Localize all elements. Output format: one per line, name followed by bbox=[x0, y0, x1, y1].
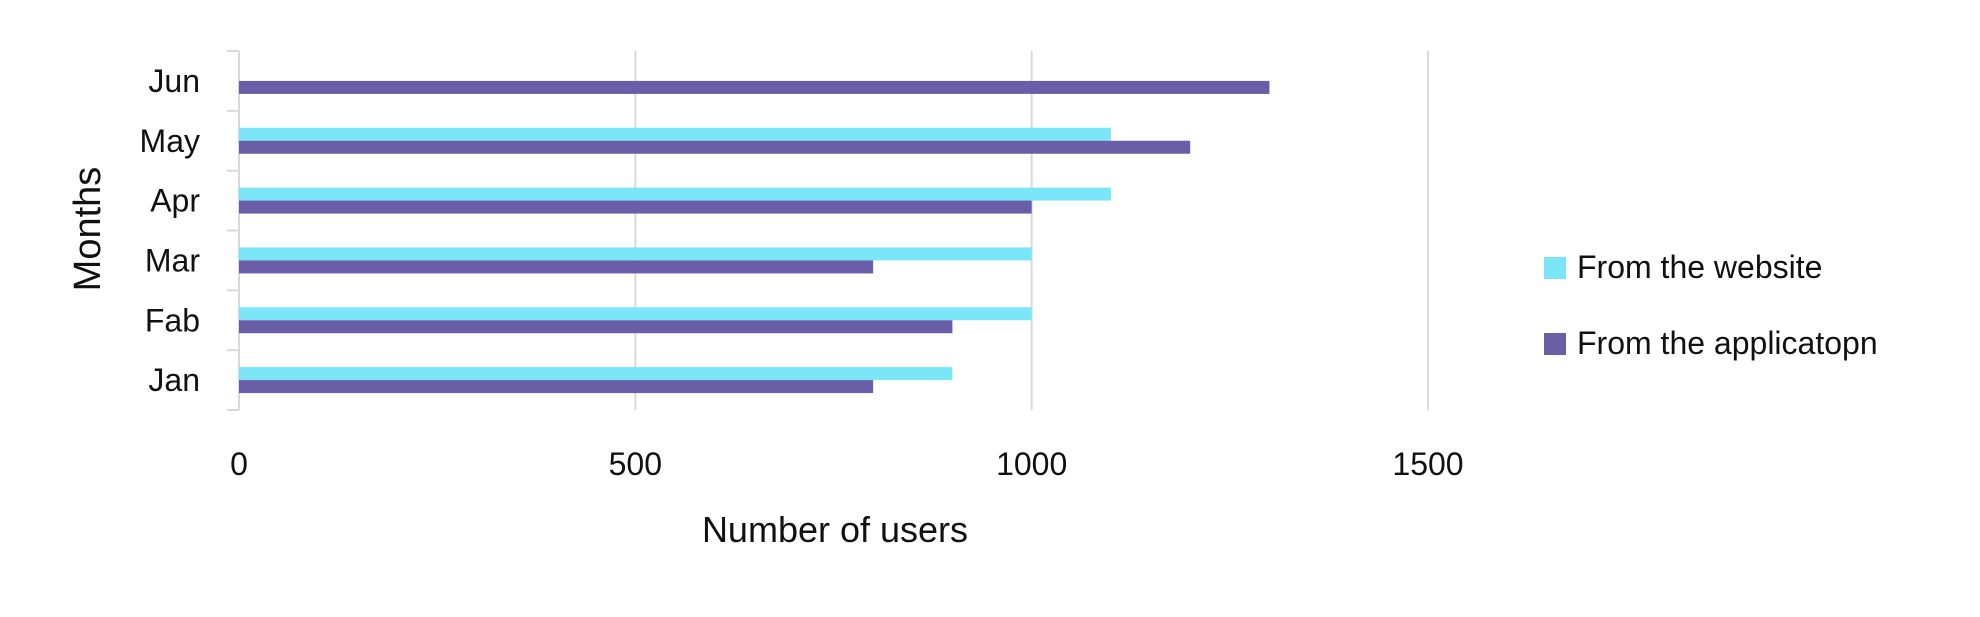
y-tick-label: May bbox=[140, 123, 200, 159]
tick-labels: 0 500 1000 1500 Jan Fab Mar Apr May Jun bbox=[140, 63, 1464, 482]
x-tick-label: 500 bbox=[609, 446, 662, 482]
legend-label-website: From the website bbox=[1577, 249, 1822, 285]
x-tick-label: 0 bbox=[230, 446, 248, 482]
y-axis-label: Months bbox=[67, 167, 109, 292]
bar-application-jan bbox=[239, 380, 874, 394]
y-tick-label: Fab bbox=[145, 302, 200, 338]
y-tick-label: Mar bbox=[145, 242, 200, 278]
legend: From the website From the applicatopn bbox=[1544, 249, 1878, 361]
bars bbox=[239, 80, 1270, 394]
bar-website-apr bbox=[239, 187, 1111, 201]
bar-application-may bbox=[239, 140, 1191, 154]
x-axis-label: Number of users bbox=[702, 509, 968, 550]
y-tick-label: Jan bbox=[148, 362, 200, 398]
y-tick-label: Jun bbox=[148, 63, 200, 99]
bar-application-apr bbox=[239, 200, 1032, 214]
bar-application-fab bbox=[239, 320, 953, 334]
legend-label-application: From the applicatopn bbox=[1577, 325, 1878, 361]
legend-swatch-application bbox=[1544, 333, 1566, 355]
bar-application-jun bbox=[239, 80, 1270, 94]
y-tick-label: Apr bbox=[150, 183, 200, 219]
x-tick-label: 1000 bbox=[996, 446, 1067, 482]
legend-swatch-website bbox=[1544, 257, 1566, 279]
x-tick-label: 1500 bbox=[1392, 446, 1463, 482]
bar-application-mar bbox=[239, 260, 874, 274]
bar-website-may bbox=[239, 127, 1111, 141]
bar-website-mar bbox=[239, 247, 1032, 261]
gridlines bbox=[634, 51, 1429, 410]
category-axis bbox=[227, 50, 240, 411]
bar-website-fab bbox=[239, 307, 1032, 321]
bar-website-jan bbox=[239, 367, 953, 381]
